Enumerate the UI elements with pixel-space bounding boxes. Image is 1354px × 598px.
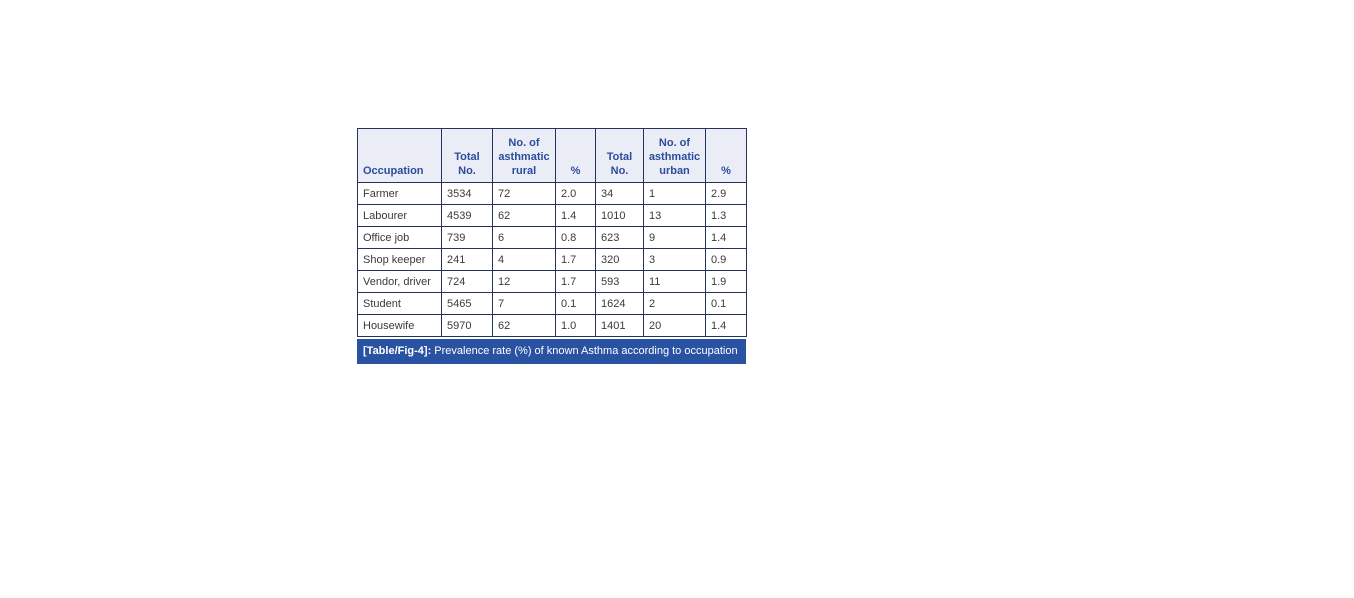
cell-value: 1: [643, 182, 706, 205]
cell-value: 3534: [441, 182, 493, 205]
cell-value: 1.9: [705, 270, 747, 293]
cell-value: 241: [441, 248, 493, 271]
caption-label: [Table/Fig-4]:: [363, 345, 432, 357]
table-row: Office job 739 6 0.8 623 9 1.4: [357, 226, 747, 249]
cell-value: 5465: [441, 292, 493, 315]
header-percent-rural: %: [555, 128, 596, 183]
cell-value: 4: [492, 248, 556, 271]
header-no-asthmatic-urban: No. of asthmatic urban: [643, 128, 706, 183]
table-body: Farmer 3534 72 2.0 34 1 2.9 Labourer 4539 62 1.4 10…: [357, 182, 747, 337]
caption-text: Prevalence rate (%) of known Asthma acco…: [431, 345, 738, 357]
cell-value: 7: [492, 292, 556, 315]
cell-value: 13: [643, 204, 706, 227]
cell-value: 0.1: [555, 292, 596, 315]
cell-value: 1401: [595, 314, 644, 337]
cell-value: 0.1: [705, 292, 747, 315]
cell-value: 11: [643, 270, 706, 293]
table-row: Labourer 4539 62 1.4 1010 13 1.3: [357, 204, 747, 227]
cell-value: 623: [595, 226, 644, 249]
cell-value: 739: [441, 226, 493, 249]
table-row: Housewife 5970 62 1.0 1401 20 1.4: [357, 314, 747, 337]
occupation-asthma-table: Occupation Total No. No. of asthmatic ru…: [357, 128, 747, 337]
cell-value: 2: [643, 292, 706, 315]
cell-value: 1.7: [555, 248, 596, 271]
cell-value: 5970: [441, 314, 493, 337]
cell-value: 1.0: [555, 314, 596, 337]
cell-value: 1.4: [555, 204, 596, 227]
cell-value: 4539: [441, 204, 493, 227]
cell-value: 1010: [595, 204, 644, 227]
cell-value: 6: [492, 226, 556, 249]
cell-occupation: Vendor, driver: [357, 270, 442, 293]
cell-value: 593: [595, 270, 644, 293]
cell-value: 62: [492, 314, 556, 337]
cell-value: 20: [643, 314, 706, 337]
cell-value: 1.4: [705, 226, 747, 249]
cell-value: 0.8: [555, 226, 596, 249]
cell-value: 2.0: [555, 182, 596, 205]
header-percent-urban: %: [705, 128, 747, 183]
header-total-no-urban: Total No.: [595, 128, 644, 183]
cell-value: 1.3: [705, 204, 747, 227]
table-row: Student 5465 7 0.1 1624 2 0.1: [357, 292, 747, 315]
cell-occupation: Labourer: [357, 204, 442, 227]
table-figure: Occupation Total No. No. of asthmatic ru…: [357, 128, 747, 364]
cell-value: 724: [441, 270, 493, 293]
header-occupation: Occupation: [357, 128, 442, 183]
cell-occupation: Shop keeper: [357, 248, 442, 271]
cell-value: 1.4: [705, 314, 747, 337]
table-row: Vendor, driver 724 12 1.7 593 11 1.9: [357, 270, 747, 293]
header-no-asthmatic-rural: No. of asthmatic rural: [492, 128, 556, 183]
cell-value: 12: [492, 270, 556, 293]
cell-value: 1624: [595, 292, 644, 315]
cell-value: 9: [643, 226, 706, 249]
cell-value: 2.9: [705, 182, 747, 205]
header-total-no-rural: Total No.: [441, 128, 493, 183]
cell-occupation: Housewife: [357, 314, 442, 337]
header-row: Occupation Total No. No. of asthmatic ru…: [357, 128, 747, 183]
cell-value: 320: [595, 248, 644, 271]
cell-occupation: Office job: [357, 226, 442, 249]
cell-value: 1.7: [555, 270, 596, 293]
table-row: Shop keeper 241 4 1.7 320 3 0.9: [357, 248, 747, 271]
cell-occupation: Student: [357, 292, 442, 315]
table-header: Occupation Total No. No. of asthmatic ru…: [357, 128, 747, 183]
cell-value: 3: [643, 248, 706, 271]
table-row: Farmer 3534 72 2.0 34 1 2.9: [357, 182, 747, 205]
cell-value: 62: [492, 204, 556, 227]
cell-value: 72: [492, 182, 556, 205]
cell-occupation: Farmer: [357, 182, 442, 205]
cell-value: 0.9: [705, 248, 747, 271]
cell-value: 34: [595, 182, 644, 205]
figure-caption: [Table/Fig-4]: Prevalence rate (%) of kn…: [357, 339, 746, 364]
